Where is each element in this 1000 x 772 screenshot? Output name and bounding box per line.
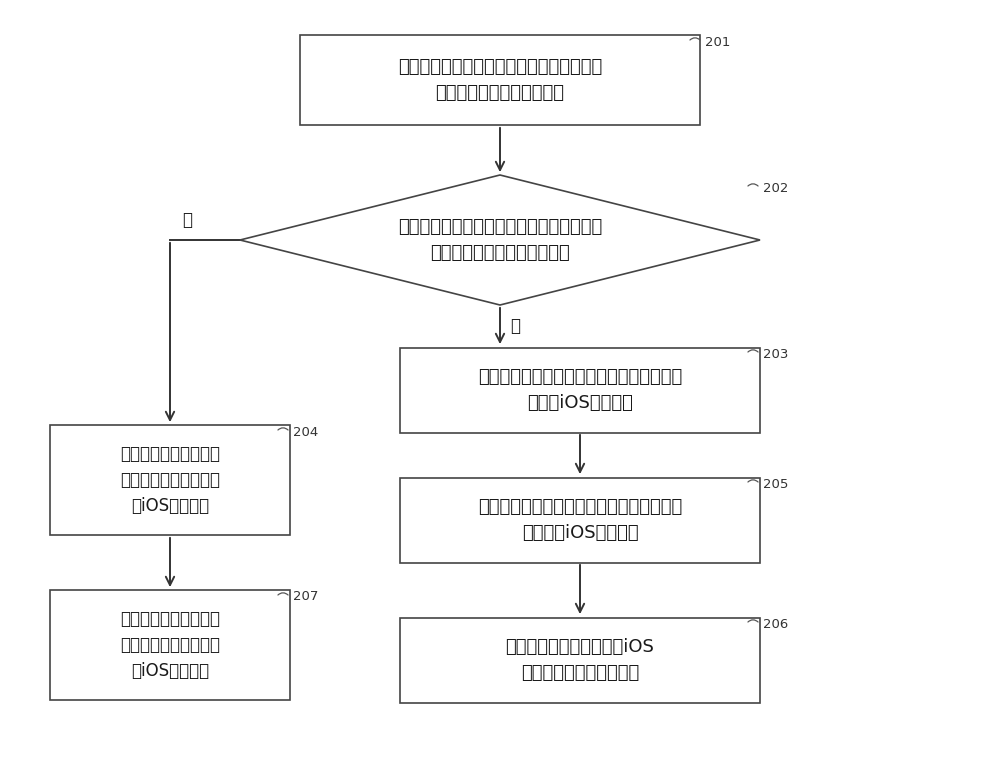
Text: 203: 203: [763, 347, 788, 361]
Text: 是: 是: [182, 211, 192, 229]
Bar: [400, 618, 760, 703]
Text: 确定指定文件中保存的数据不包括目标应用
对应的iOS设备标识: 确定指定文件中保存的数据不包括目标应用 对应的iOS设备标识: [478, 367, 682, 412]
Text: 确定指定文件中保存的
数据包括目标应用对应
的iOS设备标识: 确定指定文件中保存的 数据包括目标应用对应 的iOS设备标识: [120, 445, 220, 516]
Text: 从指定文件中保存的数
据中获取目标应用对应
的iOS设备标识: 从指定文件中保存的数 据中获取目标应用对应 的iOS设备标识: [120, 610, 220, 680]
Text: 将得到的目标应用对应的iOS
设备标识保存至指定文件: 将得到的目标应用对应的iOS 设备标识保存至指定文件: [506, 638, 654, 682]
Bar: [400, 478, 760, 563]
Text: 202: 202: [763, 181, 788, 195]
Bar: [400, 347, 760, 432]
Polygon shape: [240, 175, 760, 305]
Bar: [300, 35, 700, 125]
Text: 206: 206: [763, 618, 788, 631]
Text: 查询指定文件中保存的对应关系中是否存在
目标应用对应的目标指示数据: 查询指定文件中保存的对应关系中是否存在 目标应用对应的目标指示数据: [398, 218, 602, 262]
Text: 否: 否: [510, 317, 520, 335]
Bar: [50, 590, 290, 700]
Text: 207: 207: [293, 591, 318, 604]
Text: 205: 205: [763, 478, 788, 490]
Text: 生成字符串，并将生成的字符串作为目标应
用对应的iOS设备标识: 生成字符串，并将生成的字符串作为目标应 用对应的iOS设备标识: [478, 498, 682, 542]
Text: 204: 204: [293, 425, 318, 438]
Text: 201: 201: [705, 36, 730, 49]
Bar: [50, 425, 290, 535]
Text: 在获取到针对目标应用的标识获取指令后，
读取指定文件中保存的数据: 在获取到针对目标应用的标识获取指令后， 读取指定文件中保存的数据: [398, 58, 602, 102]
